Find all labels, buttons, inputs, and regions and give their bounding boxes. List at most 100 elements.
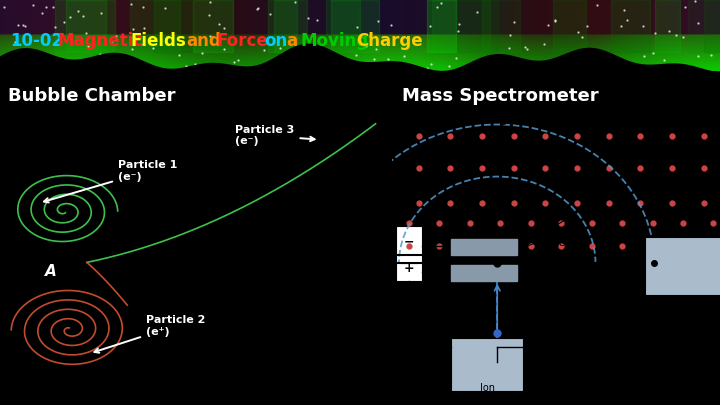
Point xyxy=(398,53,410,59)
Text: +: + xyxy=(403,262,414,275)
Point xyxy=(197,50,208,57)
Point xyxy=(648,50,660,56)
Text: Moving: Moving xyxy=(300,32,368,50)
Text: $\mathbf{B}$ (out of paper): $\mathbf{B}$ (out of paper) xyxy=(498,115,582,128)
Point xyxy=(550,62,562,68)
Point xyxy=(649,30,660,37)
Point xyxy=(334,57,346,64)
Point xyxy=(693,20,704,26)
Point xyxy=(189,61,201,67)
Point xyxy=(323,48,334,55)
Text: Mass Spectrometer: Mass Spectrometer xyxy=(402,87,599,105)
Point xyxy=(9,39,21,45)
Text: Fields: Fields xyxy=(130,32,186,50)
Text: and: and xyxy=(186,32,221,50)
Point xyxy=(81,29,92,36)
Point xyxy=(371,45,382,52)
Point xyxy=(369,55,380,62)
Point xyxy=(17,21,28,28)
Point xyxy=(19,23,30,30)
Point xyxy=(618,7,629,13)
Point xyxy=(12,22,24,28)
Point xyxy=(372,18,384,25)
Point xyxy=(385,21,397,28)
Text: r: r xyxy=(606,209,610,219)
Text: Particle 1
(e⁻): Particle 1 (e⁻) xyxy=(44,160,177,202)
Text: $m_1$: $m_1$ xyxy=(648,151,665,163)
Point xyxy=(576,33,588,40)
Point xyxy=(228,68,240,75)
Point xyxy=(443,63,454,69)
Point xyxy=(351,23,362,30)
Point xyxy=(503,45,515,51)
Point xyxy=(593,60,605,67)
Point xyxy=(203,12,215,18)
Point xyxy=(576,51,588,58)
Point xyxy=(539,40,550,47)
Point xyxy=(450,55,462,61)
Bar xyxy=(451,239,517,255)
Point xyxy=(135,41,147,47)
Point xyxy=(382,56,394,62)
Point xyxy=(454,21,465,28)
Bar xyxy=(451,265,517,281)
Point xyxy=(107,38,118,45)
Point xyxy=(147,45,158,51)
Point xyxy=(289,0,301,5)
Point xyxy=(521,46,533,52)
Point xyxy=(432,3,444,10)
Text: Bubble Chamber: Bubble Chamber xyxy=(8,87,176,105)
Point xyxy=(0,4,10,11)
Point xyxy=(228,59,240,66)
Point xyxy=(427,68,438,75)
Point xyxy=(220,62,232,68)
Point xyxy=(252,5,264,11)
Point xyxy=(174,51,185,58)
Point xyxy=(639,53,650,59)
Point xyxy=(435,0,446,6)
Text: Particle 3
(e⁻): Particle 3 (e⁻) xyxy=(235,125,315,147)
Point xyxy=(573,49,585,55)
Point xyxy=(361,43,372,49)
Point xyxy=(452,28,464,34)
Point xyxy=(40,4,52,11)
Point xyxy=(552,68,564,74)
Point xyxy=(27,49,39,55)
Text: 10-02: 10-02 xyxy=(10,32,63,50)
Point xyxy=(487,52,498,58)
Point xyxy=(678,34,689,40)
Point xyxy=(591,2,603,9)
Text: Magnetic: Magnetic xyxy=(58,32,143,50)
Point xyxy=(204,0,215,5)
Point xyxy=(705,51,716,58)
Point xyxy=(679,4,690,11)
Point xyxy=(159,4,171,11)
Point xyxy=(305,43,317,49)
Point xyxy=(48,4,59,11)
Point xyxy=(670,32,682,38)
Point xyxy=(125,1,137,7)
Point xyxy=(616,23,627,29)
Point xyxy=(364,33,376,39)
Point xyxy=(420,65,432,72)
Point xyxy=(504,32,516,38)
Text: m: m xyxy=(557,171,567,181)
Point xyxy=(426,61,437,67)
Point xyxy=(549,17,561,24)
Point xyxy=(637,22,649,29)
Point xyxy=(138,4,149,11)
Text: V: V xyxy=(386,232,393,242)
Point xyxy=(559,66,571,72)
Point xyxy=(311,16,323,23)
Point xyxy=(658,56,670,63)
Point xyxy=(350,52,361,58)
Text: Charge: Charge xyxy=(356,32,423,50)
Point xyxy=(82,43,94,49)
Point xyxy=(107,52,118,59)
Point xyxy=(542,22,554,28)
Point xyxy=(690,0,701,4)
Point xyxy=(213,32,225,38)
Text: a: a xyxy=(287,32,297,50)
Point xyxy=(258,47,269,53)
Point xyxy=(138,25,150,31)
